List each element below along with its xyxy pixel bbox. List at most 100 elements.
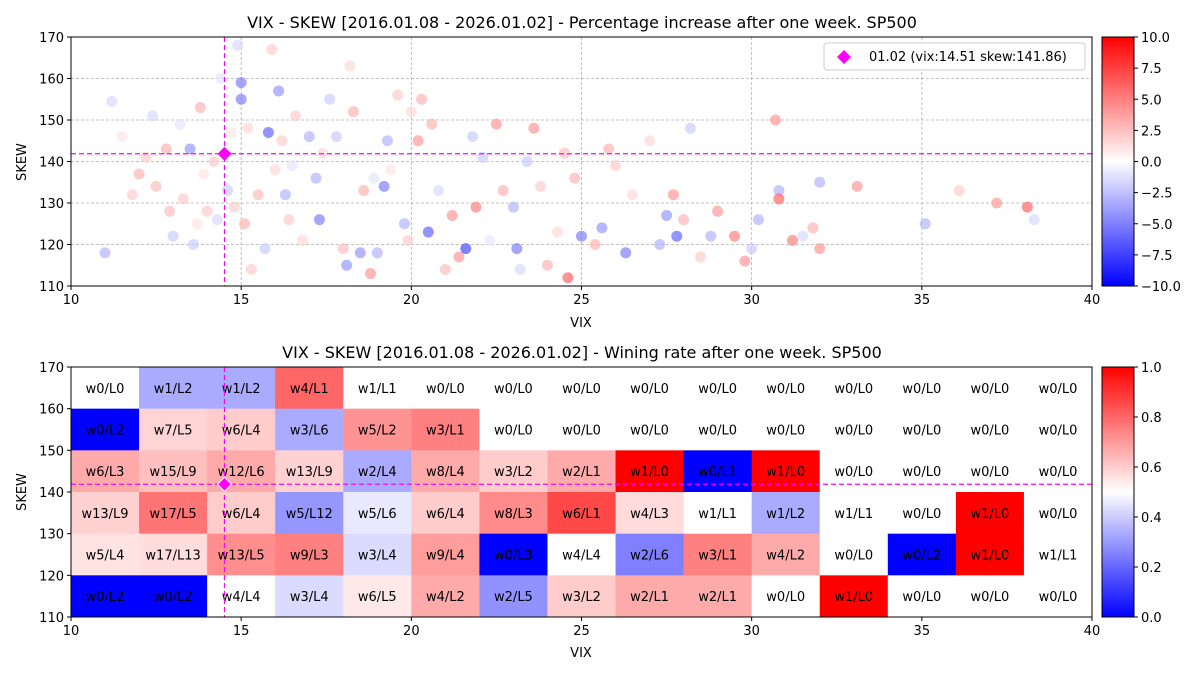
x-tick-label: 30 bbox=[743, 624, 760, 639]
heatmap-cell-label: w0/L0 bbox=[971, 382, 1010, 397]
x-tick-label: 35 bbox=[914, 624, 931, 639]
heatmap-cell-label: w1/L0 bbox=[971, 549, 1010, 564]
data-point bbox=[752, 214, 764, 226]
data-point bbox=[644, 135, 656, 147]
heatmap-cell-label: w2/L4 bbox=[358, 465, 397, 480]
heatmap-cell-label: w0/L0 bbox=[630, 424, 669, 439]
heatmap-cell-label: w6/L1 bbox=[562, 507, 601, 522]
data-point bbox=[460, 243, 472, 255]
heatmap-cell bbox=[955, 450, 1025, 493]
heatmap-cell-label: w0/L2 bbox=[86, 590, 125, 605]
data-point bbox=[603, 143, 615, 155]
heatmap-cell bbox=[615, 533, 685, 576]
heatmap-cell bbox=[71, 367, 140, 410]
data-point bbox=[405, 106, 417, 118]
heatmap-cell bbox=[1023, 367, 1093, 410]
x-tick-label: 15 bbox=[233, 293, 250, 308]
heatmap-cell-label: w0/L0 bbox=[902, 590, 941, 605]
scatter-x-ticks: 10 15 20 25 30 35 40 bbox=[63, 286, 1100, 308]
data-point bbox=[310, 172, 322, 184]
heatmap-cell-label: w4/L3 bbox=[630, 507, 669, 522]
data-point bbox=[215, 73, 227, 84]
data-point bbox=[245, 263, 257, 275]
data-point bbox=[773, 193, 785, 205]
data-point bbox=[194, 102, 206, 114]
data-point bbox=[511, 243, 523, 255]
heatmap-cell-label: w6/L3 bbox=[86, 465, 125, 480]
colorbar-tick-label: −2.5 bbox=[1141, 187, 1173, 202]
data-point bbox=[467, 131, 479, 143]
heatmap-cell-label: w0/L2 bbox=[902, 549, 941, 564]
y-tick-label: 160 bbox=[39, 403, 64, 418]
heatmap-cell bbox=[275, 367, 344, 410]
heatmap-cell bbox=[955, 575, 1025, 618]
heatmap-cell-label: w0/L0 bbox=[834, 424, 873, 439]
data-point bbox=[259, 243, 271, 255]
heatmap-cell bbox=[955, 492, 1025, 535]
heatmap-cell bbox=[683, 492, 753, 535]
colorbar-tick-label: 0.6 bbox=[1141, 461, 1162, 476]
data-point bbox=[174, 118, 186, 130]
heatmap-cell-label: w0/L1 bbox=[698, 465, 737, 480]
heatmap-cell bbox=[751, 450, 821, 493]
data-point bbox=[678, 214, 690, 226]
heatmap-cell bbox=[411, 492, 480, 535]
heatmap-cell bbox=[1023, 575, 1093, 618]
data-point bbox=[919, 218, 931, 230]
heatmap-cell bbox=[1023, 492, 1093, 535]
heatmap-cell-label: w17/L13 bbox=[145, 549, 200, 564]
data-point bbox=[470, 201, 482, 213]
data-point bbox=[273, 85, 285, 97]
heatmap-cell bbox=[615, 450, 685, 493]
heatmap-cell bbox=[1023, 408, 1093, 451]
data-point bbox=[330, 131, 342, 143]
data-point bbox=[364, 268, 376, 280]
heatmap-cell bbox=[479, 533, 548, 576]
heatmap-cell bbox=[615, 408, 685, 451]
data-point bbox=[422, 226, 434, 238]
heatmap-cell bbox=[411, 533, 480, 576]
scatter-highlight bbox=[71, 37, 1092, 286]
heatmap-cell bbox=[819, 492, 889, 535]
y-tick-label: 140 bbox=[39, 156, 64, 171]
data-point bbox=[279, 189, 291, 201]
data-point bbox=[569, 172, 581, 184]
data-point bbox=[347, 106, 359, 118]
data-point bbox=[439, 263, 451, 275]
heatmap-cell-label: w5/L2 bbox=[358, 424, 397, 439]
heatmap-cell bbox=[139, 408, 208, 451]
y-tick-label: 130 bbox=[39, 528, 64, 543]
y-tick-label: 110 bbox=[39, 611, 64, 626]
heatmap-cell bbox=[683, 367, 753, 410]
data-point bbox=[354, 247, 366, 259]
data-point bbox=[239, 218, 251, 230]
heatmap-cell-label: w0/L0 bbox=[426, 382, 465, 397]
data-point bbox=[177, 193, 189, 205]
y-tick-label: 130 bbox=[39, 197, 64, 212]
data-point bbox=[225, 126, 237, 138]
heatmap-cell-label: w9/L4 bbox=[426, 549, 465, 564]
heatmap-cell bbox=[819, 450, 889, 493]
data-point bbox=[739, 255, 751, 267]
heatmap-cell-label: w0/L0 bbox=[86, 382, 125, 397]
y-tick-label: 150 bbox=[39, 444, 64, 459]
heatmap-cell bbox=[751, 367, 821, 410]
data-point bbox=[490, 118, 502, 130]
heatmap-cell bbox=[547, 450, 617, 493]
data-point bbox=[242, 122, 254, 134]
heatmap-cell-label: w8/L4 bbox=[426, 465, 465, 480]
heatmap-cell bbox=[275, 492, 344, 535]
y-tick-label: 170 bbox=[39, 31, 64, 46]
data-point bbox=[558, 147, 570, 159]
heatmap-cell-label: w4/L4 bbox=[562, 549, 601, 564]
data-point bbox=[368, 172, 380, 184]
data-point bbox=[426, 118, 438, 130]
heatmap-cell bbox=[615, 492, 685, 535]
data-point bbox=[296, 234, 308, 246]
colorbar-tick-label: 10.0 bbox=[1141, 31, 1170, 46]
heatmap-cell bbox=[547, 575, 617, 618]
data-point bbox=[235, 93, 247, 105]
data-point bbox=[667, 189, 679, 201]
data-point bbox=[654, 239, 666, 250]
colorbar-tick-label: 7.5 bbox=[1141, 62, 1162, 77]
